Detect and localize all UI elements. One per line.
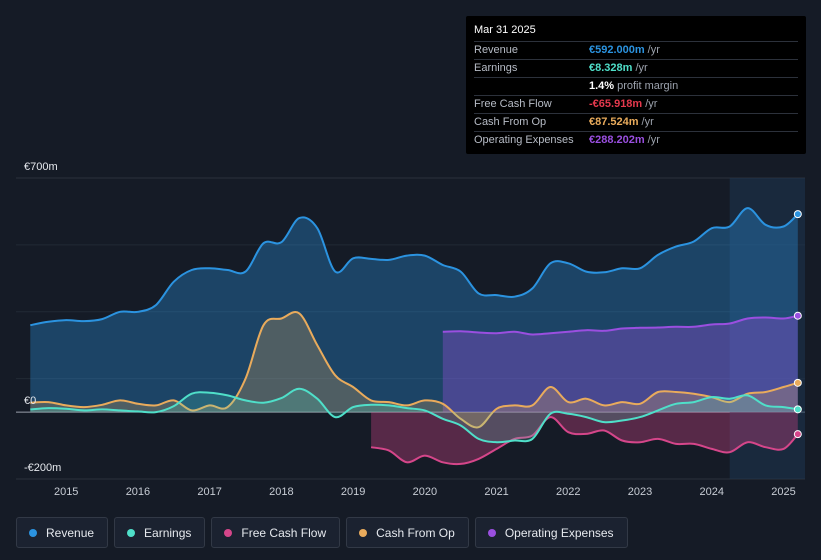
tooltip-unit: /yr [647,134,660,146]
x-axis-label: 2024 [700,486,724,498]
opex-line [442,314,799,336]
x-axis-label: 2018 [269,486,293,498]
tooltip-value: 1.4% [589,80,615,92]
circle-dot-icon [29,528,37,537]
fcf-line [370,416,799,466]
tooltip-unit: /yr [641,116,654,128]
y-axis-label: €700m [24,161,58,173]
legend-label: Cash From Op [376,525,455,540]
tooltip-value: €288.202m [589,134,645,146]
tooltip-row-cash-from-op: Cash From Op €87.524m /yr [474,113,798,131]
fcf-end-marker [793,430,802,439]
revenue-line [30,207,799,327]
tooltip-unit: profit margin [617,80,679,92]
legend-label: Earnings [144,525,192,540]
tooltip-unit: /yr [635,62,648,74]
legend-item-earnings[interactable]: Earnings [114,517,206,548]
x-axis-label: 2020 [413,486,437,498]
x-axis-label: 2019 [341,486,365,498]
tooltip-row-free-cash-flow: Free Cash Flow -€65.918m /yr [474,95,798,113]
tooltip-unit: /yr [647,44,660,56]
tooltip-row-operating-expenses: Operating Expenses €288.202m /yr [474,131,798,149]
earnings-area [30,388,798,443]
tooltip-value: -€65.918m [589,98,643,110]
y-axis-label: €0 [24,395,36,407]
fcf-area [371,412,798,465]
y-axis-label: -€200m [24,462,61,474]
x-axis-label: 2021 [484,486,508,498]
tooltip-label: Operating Expenses [474,134,574,146]
data-tooltip: Mar 31 2025 Revenue €592.000m /yr Earnin… [466,16,806,154]
x-axis-label: 2017 [197,486,221,498]
tooltip-label: Cash From Op [474,116,547,128]
tooltip-row-revenue: Revenue €592.000m /yr [474,41,798,59]
legend-label: Revenue [46,525,95,540]
circle-dot-icon [224,528,233,537]
tooltip-row-profit-margin: 1.4% profit margin [474,77,798,95]
cfo-line [30,311,799,429]
legend-item-free-cash-flow[interactable]: Free Cash Flow [211,517,341,548]
x-axis-label: 2015 [54,486,78,498]
tooltip-label: Free Cash Flow [474,98,552,110]
circle-dot-icon [487,528,496,537]
tooltip-label [474,78,589,95]
x-axis-label: 2023 [628,486,652,498]
legend-item-cash-from-op[interactable]: Cash From Op [346,517,469,548]
x-axis-label: 2022 [556,486,580,498]
earnings-end-marker [793,405,802,414]
opex-end-marker [793,311,802,320]
tooltip-unit: /yr [645,98,658,110]
x-axis-label: 2025 [771,486,795,498]
earnings-line [30,387,798,444]
circle-dot-icon [359,528,368,537]
tooltip-value: €87.524m [589,116,639,128]
chart-legend: Revenue Earnings Free Cash Flow Cash Fro… [16,517,628,548]
tooltip-date: Mar 31 2025 [474,24,536,36]
tooltip-value: €8.328m [589,62,633,74]
opex-area [442,315,798,413]
highlight-region [729,178,805,479]
legend-item-operating-expenses[interactable]: Operating Expenses [474,517,628,548]
tooltip-label: Revenue [474,44,519,56]
cfo-end-marker [793,378,802,387]
legend-label: Free Cash Flow [241,525,327,540]
revenue-end-marker [793,210,802,219]
circle-dot-icon [127,528,136,537]
tooltip-row-earnings: Earnings €8.328m /yr [474,59,798,77]
revenue-area [30,208,798,413]
legend-item-revenue[interactable]: Revenue [16,517,109,548]
legend-label: Operating Expenses [504,525,614,540]
tooltip-label: Earnings [474,62,518,74]
tooltip-value: €592.000m [589,44,645,56]
x-axis-label: 2016 [126,486,150,498]
